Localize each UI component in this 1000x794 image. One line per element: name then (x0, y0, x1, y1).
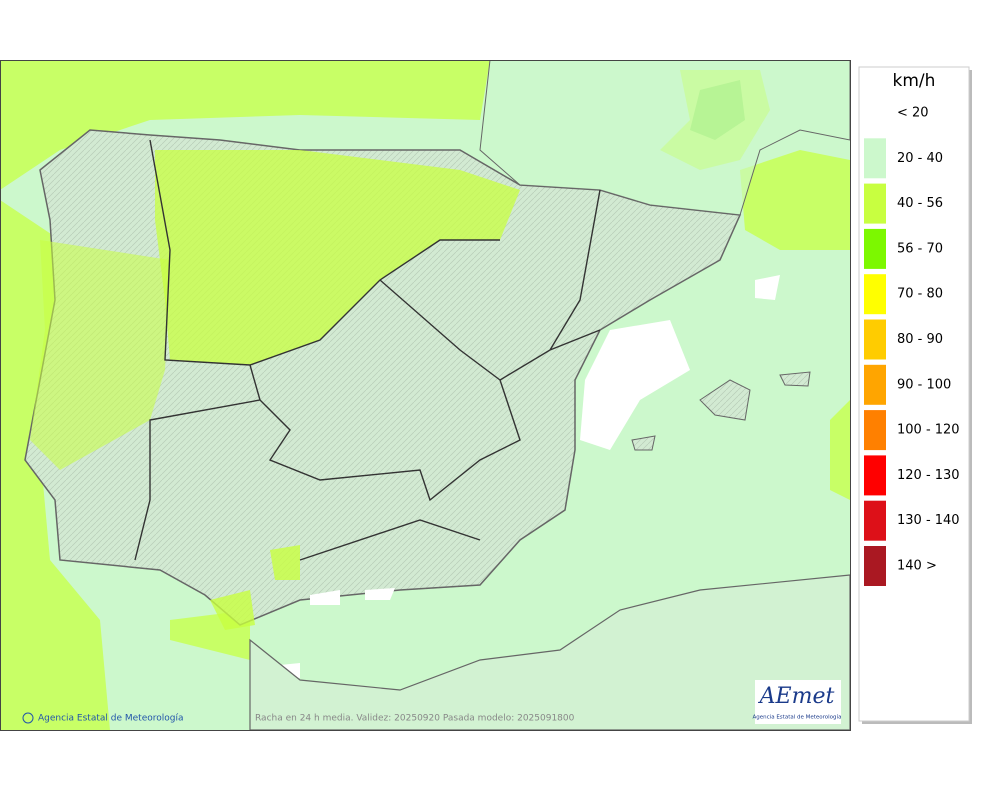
africa (249, 574, 850, 730)
logo-subtitle: Agencia Estatal de Meteorología (753, 714, 842, 721)
legend-label: 56 - 70 (897, 241, 943, 256)
legend-swatch (864, 274, 886, 315)
zone (30, 240, 170, 470)
credit: Agencia Estatal de Meteorología (38, 714, 184, 724)
zone (830, 400, 850, 500)
france (479, 60, 850, 216)
copyright-icon (22, 712, 34, 724)
zone (0, 200, 110, 730)
zone (155, 150, 520, 365)
legend-label: 80 - 90 (897, 332, 943, 347)
map-frame (0, 60, 851, 731)
legend-label: 130 - 140 (897, 513, 960, 528)
calm-area (580, 320, 690, 450)
legend-swatch (864, 228, 886, 269)
legend-label: 120 - 130 (897, 468, 960, 483)
legend-swatch (864, 500, 886, 541)
island (631, 371, 811, 451)
zone (740, 150, 850, 250)
legend-swatch (864, 546, 886, 586)
legend-title: km/h (893, 71, 936, 91)
legend-swatch (864, 455, 886, 496)
legend-swatch (864, 183, 886, 224)
legend-swatch (864, 319, 886, 360)
legend-label: 140 > (897, 559, 937, 574)
legend-swatch (864, 138, 886, 179)
zone (0, 60, 490, 190)
caption: Racha en 24 h media. Validez: 20250920 P… (255, 714, 575, 724)
logo-box (755, 680, 841, 724)
legend-label: 90 - 100 (897, 377, 951, 392)
legend-label: 20 - 40 (897, 151, 943, 166)
zone (210, 545, 300, 630)
map (0, 60, 850, 730)
legend-label: < 20 (897, 106, 929, 121)
legend-label: 40 - 56 (897, 196, 943, 211)
logo: AEmet (758, 684, 835, 709)
legend-swatch (864, 410, 886, 451)
region-border (134, 139, 601, 561)
legend-items: < 20 20 - 40 40 - 56 56 - 70 70 - 80 80 - 90 9… (864, 106, 960, 586)
legend-label: 100 - 120 (897, 423, 960, 438)
legend-swatch (864, 364, 886, 405)
legend-label: 70 - 80 (897, 287, 943, 302)
